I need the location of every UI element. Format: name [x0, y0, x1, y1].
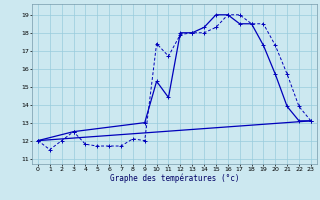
X-axis label: Graphe des températures (°c): Graphe des températures (°c) — [110, 173, 239, 183]
